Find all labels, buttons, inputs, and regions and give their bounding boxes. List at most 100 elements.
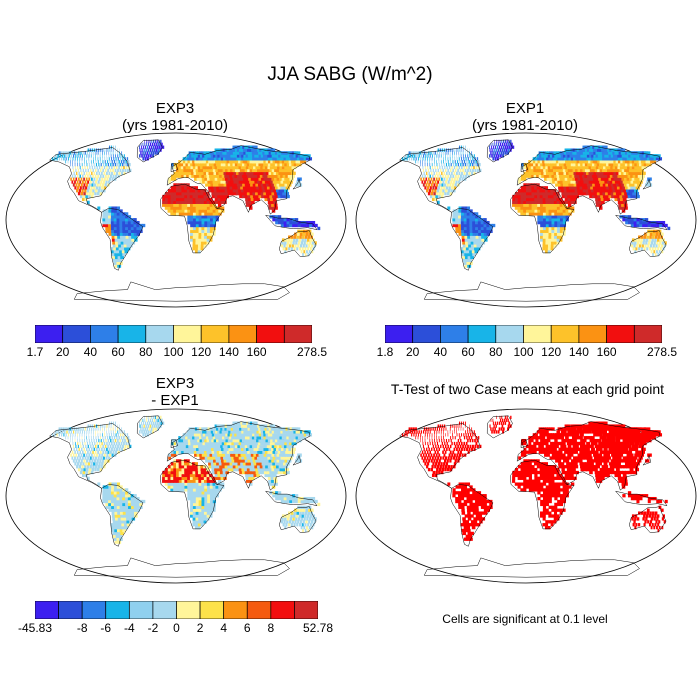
- grid-cell: [610, 165, 615, 170]
- grid-cell: [93, 160, 94, 164]
- grid-cell: [612, 165, 618, 170]
- grid-cell: [540, 223, 544, 228]
- grid-cell: [99, 444, 102, 449]
- grid-cell: [611, 177, 616, 181]
- grid-cell: [520, 200, 524, 204]
- grid-cell: [576, 183, 580, 187]
- grid-cell: [280, 494, 285, 498]
- grid-cell: [590, 186, 594, 190]
- grid-cell: [150, 151, 153, 155]
- grid-cell: [305, 520, 308, 524]
- grid-cell: [77, 154, 79, 158]
- grid-cell: [474, 247, 478, 251]
- grid-cell: [84, 174, 87, 178]
- grid-cell: [568, 209, 572, 213]
- grid-cell: [108, 165, 111, 170]
- grid-cell: [108, 218, 112, 222]
- grid-cell: [261, 186, 266, 190]
- grid-cell: [215, 154, 219, 158]
- grid-cell: [280, 218, 285, 222]
- grid-cell: [463, 226, 468, 231]
- grid-cell: [218, 212, 222, 216]
- grid-cell: [97, 436, 99, 440]
- grid-cell: [272, 456, 277, 460]
- grid-cell: [633, 244, 636, 248]
- grid-cell: [305, 232, 309, 236]
- grid-cell: [536, 183, 540, 187]
- grid-cell: [130, 502, 135, 507]
- grid-cell: [466, 249, 471, 254]
- grid-cell: [492, 157, 495, 161]
- grid-cell: [271, 453, 276, 457]
- grid-cell: [190, 491, 194, 495]
- grid-cell: [252, 168, 257, 173]
- grid-cell: [96, 183, 99, 187]
- grid-cell: [162, 200, 166, 204]
- grid-cell: [592, 168, 597, 173]
- grid-cell: [245, 186, 250, 190]
- grid-cell: [112, 531, 117, 536]
- grid-cell: [97, 465, 101, 469]
- grid-cell: [554, 226, 558, 231]
- grid-cell: [584, 174, 589, 178]
- grid-cell: [606, 186, 611, 190]
- grid-cell: [542, 223, 547, 228]
- grid-cell: [587, 177, 592, 181]
- grid-cell: [638, 247, 641, 251]
- grid-cell: [294, 494, 299, 498]
- grid-cell: [601, 162, 606, 167]
- grid-cell: [133, 235, 138, 239]
- grid-cell: [221, 186, 226, 190]
- grid-cell: [441, 148, 444, 152]
- grid-cell: [455, 218, 459, 222]
- grid-cell: [422, 165, 424, 170]
- grid-cell: [620, 189, 625, 193]
- grid-cell: [242, 174, 247, 178]
- grid-cell: [139, 148, 141, 152]
- grid-cell: [551, 220, 555, 225]
- grid-cell: [526, 165, 529, 170]
- grid-cell: [101, 183, 105, 187]
- grid-cell: [216, 467, 221, 472]
- grid-cell: [270, 447, 276, 451]
- grid-cell: [215, 485, 219, 489]
- grid-cell: [75, 444, 77, 449]
- grid-cell: [298, 514, 302, 518]
- grid-cell: [195, 508, 199, 512]
- grid-cell: [86, 459, 89, 463]
- grid-cell: [117, 540, 122, 544]
- grid-cell: [186, 465, 191, 469]
- grid-cell: [136, 226, 140, 231]
- grid-cell: [92, 456, 95, 460]
- grid-cell: [77, 191, 81, 196]
- grid-cell: [558, 189, 562, 193]
- grid-cell: [600, 177, 605, 181]
- grid-cell: [125, 218, 129, 222]
- grid-cell: [83, 447, 85, 451]
- grid-cell: [88, 171, 91, 175]
- coastline-samerica: [450, 208, 494, 271]
- grid-cell: [108, 220, 112, 225]
- grid-cell: [125, 502, 129, 507]
- grid-cell: [204, 456, 209, 460]
- grid-cell: [98, 171, 101, 175]
- grid-cell: [111, 229, 115, 233]
- grid-cell: [71, 151, 74, 155]
- grid-cell: [185, 441, 189, 446]
- grid-cell: [84, 456, 87, 460]
- grid-cell: [234, 462, 239, 466]
- grid-cell: [283, 220, 287, 225]
- grid-cell: [117, 238, 121, 242]
- grid-cell: [130, 223, 134, 228]
- grid-cell: [204, 206, 208, 210]
- grid-cell: [600, 165, 605, 170]
- grid-cell: [649, 244, 653, 248]
- grid-cell: [296, 456, 301, 460]
- grid-cell: [93, 186, 96, 190]
- grid-cell: [550, 244, 554, 248]
- grid-cell: [94, 465, 98, 469]
- grid-cell: [74, 174, 76, 178]
- grid-cell: [118, 258, 123, 262]
- grid-cell: [454, 160, 456, 164]
- grid-cell: [133, 229, 138, 233]
